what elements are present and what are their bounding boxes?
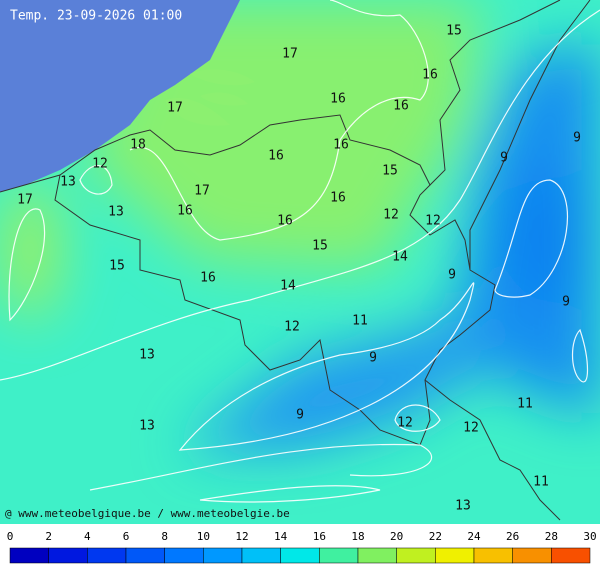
contour-label: 12 (425, 214, 441, 229)
colorbar-tick-label: 28 (545, 530, 558, 543)
contour-label: 17 (17, 193, 33, 208)
contour-label: 15 (382, 164, 398, 179)
contour-label: 16 (330, 92, 346, 107)
colorbar-segment (435, 547, 475, 564)
contour-label: 16 (330, 191, 346, 206)
contour-label: 12 (463, 421, 479, 436)
colorbar-segment (48, 547, 88, 564)
colorbar-tick-label: 24 (467, 530, 481, 543)
contour-label: 13 (60, 175, 76, 190)
contour-label: 11 (533, 475, 549, 490)
sea (0, 0, 240, 192)
colorbar-segment (280, 547, 320, 564)
colorbar-tick-label: 26 (506, 530, 519, 543)
contour-label: 15 (446, 24, 462, 39)
contour-label: 11 (352, 314, 368, 329)
contour-label: 16 (277, 214, 293, 229)
contour-label: 17 (194, 184, 210, 199)
contour-label: 17 (282, 47, 298, 62)
colorbar-segment (87, 547, 127, 564)
colorbar-tick-label: 14 (274, 530, 288, 543)
contour-label: 15 (312, 239, 328, 254)
colorbar-tick-label: 18 (351, 530, 364, 543)
colorbar-tick-label: 2 (45, 530, 52, 543)
contour-label: 9 (369, 351, 377, 366)
colorbar-segment (512, 547, 552, 564)
colorbar-tick-label: 10 (197, 530, 210, 543)
contour-label: 15 (109, 259, 125, 274)
colorbar-tick-label: 30 (583, 530, 596, 543)
contour-label: 11 (517, 397, 533, 412)
contour-label: 12 (284, 320, 300, 335)
colorbar-tick-label: 22 (429, 530, 442, 543)
colorbar-segment (396, 547, 436, 564)
contour-label: 14 (392, 250, 408, 265)
colorbar-tick-label: 0 (7, 530, 14, 543)
contour-label: 18 (130, 138, 146, 153)
contour-label: 13 (139, 348, 155, 363)
colorbar-tick-label: 16 (313, 530, 326, 543)
credit: @ www.meteobelgique.be / www.meteobelgie… (5, 507, 290, 520)
contour-label: 9 (448, 268, 456, 283)
islands (165, 69, 255, 126)
contour-label: 16 (200, 271, 216, 286)
contour-label: 13 (139, 419, 155, 434)
colorbar-tick-label: 4 (84, 530, 91, 543)
contour-label: 16 (422, 68, 438, 83)
map-title: Temp. 23-09-2026 01:00 (10, 9, 182, 24)
colorbar-tick-label: 6 (123, 530, 130, 543)
contour-label: 12 (383, 208, 399, 223)
colorbar-tick-label: 20 (390, 530, 403, 543)
contour-label: 16 (333, 138, 349, 153)
contour-label: 12 (397, 416, 413, 431)
colorbar-segment (125, 547, 165, 564)
borders (0, 0, 591, 521)
colorbar-segment (551, 547, 591, 564)
contour-label: 9 (500, 151, 508, 166)
temperature-field (0, 0, 600, 450)
colorbar-segment (203, 547, 243, 564)
colorbar-segment (241, 547, 281, 564)
contour-label: 9 (573, 131, 581, 146)
colorbar-segment (473, 547, 513, 564)
contour-label: 16 (177, 204, 193, 219)
contour-label: 13 (108, 205, 124, 220)
colorbar-tick-label: 12 (235, 530, 248, 543)
colorbar-segment (164, 547, 204, 564)
isotherms (0, 0, 600, 503)
contour-label: 9 (562, 295, 570, 310)
colorbar-segment (357, 547, 397, 564)
contour-label: 12 (92, 157, 108, 172)
contour-label: 14 (280, 279, 296, 294)
colorbar-tick-label: 8 (161, 530, 168, 543)
colorbar-segment (9, 547, 49, 564)
contour-label: 16 (393, 99, 409, 114)
contour-label: 17 (167, 101, 183, 116)
contour-label: 13 (455, 499, 471, 514)
colorbar-segment (319, 547, 359, 564)
contour-label: 9 (296, 408, 304, 423)
contour-label: 16 (268, 149, 284, 164)
